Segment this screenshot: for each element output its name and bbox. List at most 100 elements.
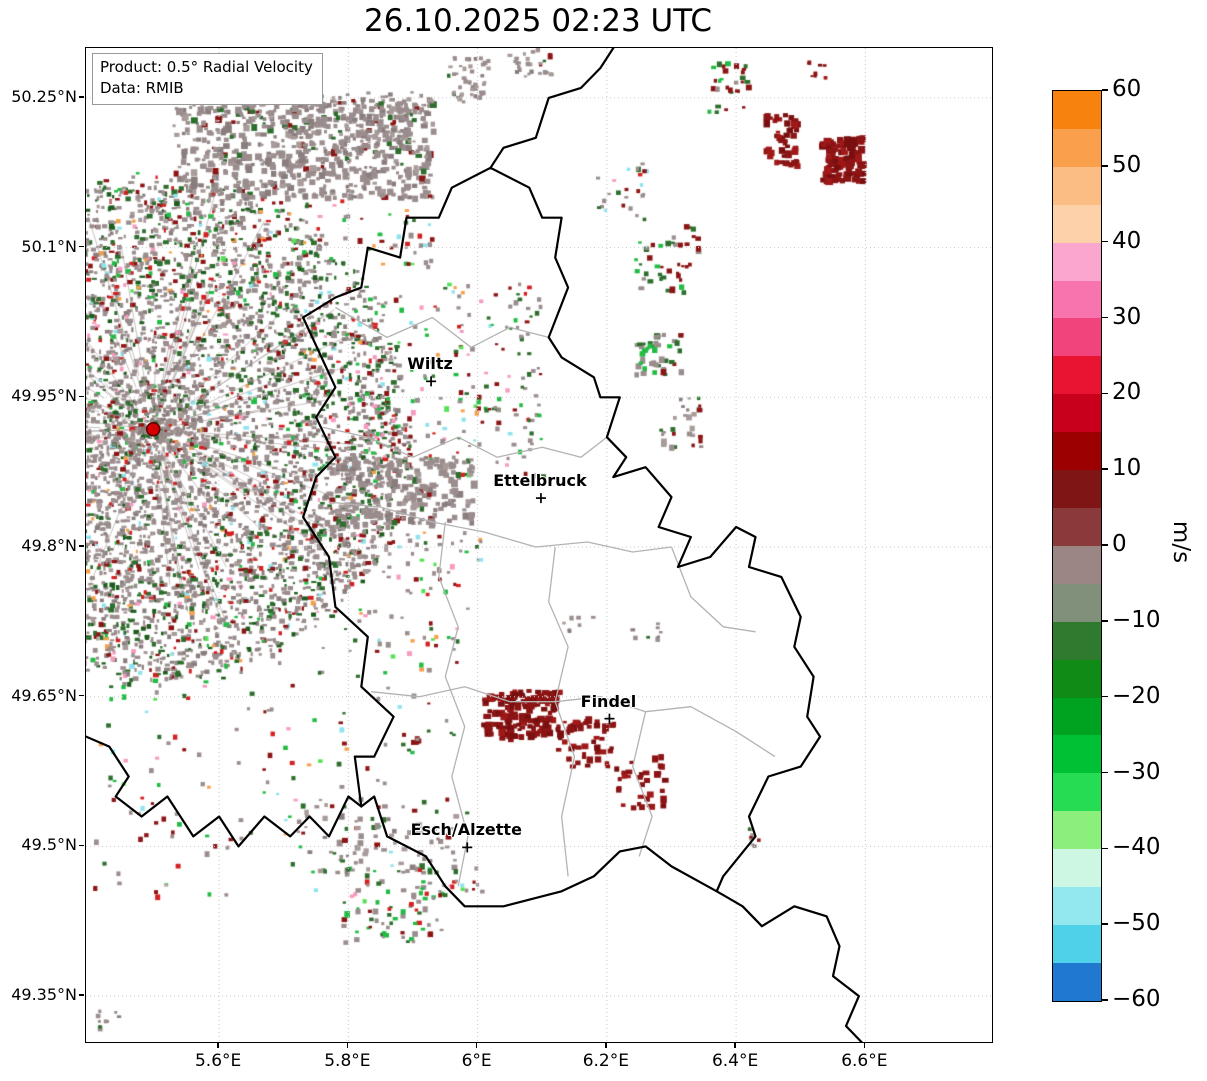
colorbar-tickmark xyxy=(1102,240,1108,243)
colorbar-tick-label: 60 xyxy=(1112,76,1142,102)
x-axis-tick-label: 5.6°E xyxy=(194,1051,242,1071)
colorbar-band xyxy=(1053,280,1101,319)
y-axis-tickmark xyxy=(79,694,84,697)
colorbar-tickmark xyxy=(1102,923,1108,925)
velocity-colorbar xyxy=(1052,90,1102,1002)
radar-echo-canvas xyxy=(86,48,992,1042)
colorbar-band xyxy=(1053,432,1101,471)
colorbar-tick-label: −30 xyxy=(1112,758,1161,785)
y-axis-tickmark xyxy=(79,844,84,847)
district-border xyxy=(370,686,776,758)
country-border xyxy=(715,890,863,1042)
colorbar-tickmark xyxy=(1102,468,1108,470)
country-border xyxy=(489,48,615,169)
map-overlay-svg xyxy=(86,48,992,1042)
x-axis-tick-label: 6.4°E xyxy=(711,1051,759,1071)
y-axis-tick-label: 50.25°N xyxy=(11,86,77,106)
y-axis-tickmark xyxy=(79,994,84,996)
x-axis-tickmark xyxy=(605,1043,607,1048)
x-axis-tick-label: 5.8°E xyxy=(324,1051,371,1071)
country-border xyxy=(302,166,822,908)
y-axis-tick-label: 49.5°N xyxy=(21,835,77,855)
colorbar-tickmark xyxy=(1102,847,1108,850)
colorbar-unit-label: m/s xyxy=(1168,520,1195,564)
y-axis-tickmark xyxy=(79,96,84,98)
colorbar-tick-label: 10 xyxy=(1112,455,1142,482)
colorbar-tickmark xyxy=(1102,620,1108,622)
colorbar-tickmark xyxy=(1102,999,1108,1001)
colorbar-band xyxy=(1053,697,1101,736)
product-info-box: Product: 0.5° Radial Velocity Data: RMIB xyxy=(92,53,323,105)
colorbar-band xyxy=(1053,204,1101,243)
y-axis-tickmark xyxy=(79,395,84,398)
district-border xyxy=(438,521,469,887)
y-axis-tick-label: 49.95°N xyxy=(11,386,77,406)
x-axis-tickmark xyxy=(346,1043,349,1048)
y-axis-tick-label: 49.35°N xyxy=(11,985,77,1005)
colorbar-band xyxy=(1053,507,1101,546)
colorbar-band xyxy=(1053,735,1101,774)
colorbar-tickmark xyxy=(1102,544,1108,546)
colorbar-tickmark xyxy=(1102,165,1108,167)
colorbar-tickmark xyxy=(1102,89,1108,91)
colorbar-tickmark xyxy=(1102,771,1108,774)
colorbar-band xyxy=(1053,924,1101,963)
city-label: Wiltz xyxy=(407,354,453,374)
x-axis-tickmark xyxy=(475,1043,478,1048)
colorbar-band xyxy=(1053,621,1101,660)
colorbar-band xyxy=(1053,166,1101,205)
colorbar-tick-label: −50 xyxy=(1112,910,1161,937)
colorbar-band xyxy=(1053,470,1101,508)
city-label: Esch/Alzette xyxy=(410,820,522,840)
colorbar-tick-label: 0 xyxy=(1112,531,1127,557)
district-border xyxy=(632,711,653,857)
colorbar-tick-label: −40 xyxy=(1112,834,1161,861)
colorbar-band xyxy=(1053,849,1101,888)
colorbar-tickmark xyxy=(1102,392,1108,395)
x-axis-tickmark xyxy=(217,1043,219,1048)
colorbar-band xyxy=(1053,242,1101,281)
colorbar-band xyxy=(1053,356,1101,395)
district-border xyxy=(328,501,672,553)
colorbar-band xyxy=(1053,128,1101,167)
city-label: Ettelbruck xyxy=(493,471,587,491)
colorbar-tick-label: −20 xyxy=(1112,682,1161,709)
figure-title: 26.10.2025 02:23 UTC xyxy=(364,3,712,39)
colorbar-band xyxy=(1053,394,1101,433)
colorbar-tick-label: −60 xyxy=(1112,986,1161,1012)
colorbar-tickmark xyxy=(1102,695,1108,698)
colorbar-band xyxy=(1053,887,1101,925)
y-axis-tick-label: 49.8°N xyxy=(21,535,77,555)
y-axis-tick-label: 49.65°N xyxy=(11,685,77,705)
city-label: Findel xyxy=(580,691,637,711)
colorbar-tick-label: 20 xyxy=(1112,379,1142,406)
y-axis-tickmark xyxy=(79,245,84,248)
colorbar-band xyxy=(1053,811,1101,850)
district-border xyxy=(548,546,576,877)
map-plot-area xyxy=(85,47,993,1043)
colorbar-tick-label: 40 xyxy=(1112,227,1142,254)
x-axis-tick-label: 6.2°E xyxy=(582,1051,629,1071)
colorbar-tick-label: −10 xyxy=(1112,606,1161,633)
colorbar-band xyxy=(1053,545,1101,584)
x-axis-tickmark xyxy=(734,1043,736,1048)
colorbar-band xyxy=(1053,962,1101,1001)
radar-site-dot xyxy=(145,421,161,437)
district-border xyxy=(335,306,549,349)
x-axis-tickmark xyxy=(863,1043,866,1048)
y-axis-tickmark xyxy=(79,545,84,547)
colorbar-tick-label: 50 xyxy=(1112,151,1142,178)
y-axis-tick-label: 50.1°N xyxy=(21,236,77,256)
x-axis-tick-label: 6°E xyxy=(461,1051,492,1071)
colorbar-band xyxy=(1053,91,1101,129)
product-info-line2: Data: RMIB xyxy=(100,79,184,97)
colorbar-band xyxy=(1053,318,1101,357)
x-axis-tick-label: 6.6°E xyxy=(841,1051,888,1071)
district-border xyxy=(322,426,608,458)
colorbar-tick-label: 30 xyxy=(1112,303,1142,330)
colorbar-band xyxy=(1053,773,1101,812)
product-info-line1: Product: 0.5° Radial Velocity xyxy=(100,58,313,76)
district-border xyxy=(670,546,756,633)
colorbar-tickmark xyxy=(1102,316,1108,319)
